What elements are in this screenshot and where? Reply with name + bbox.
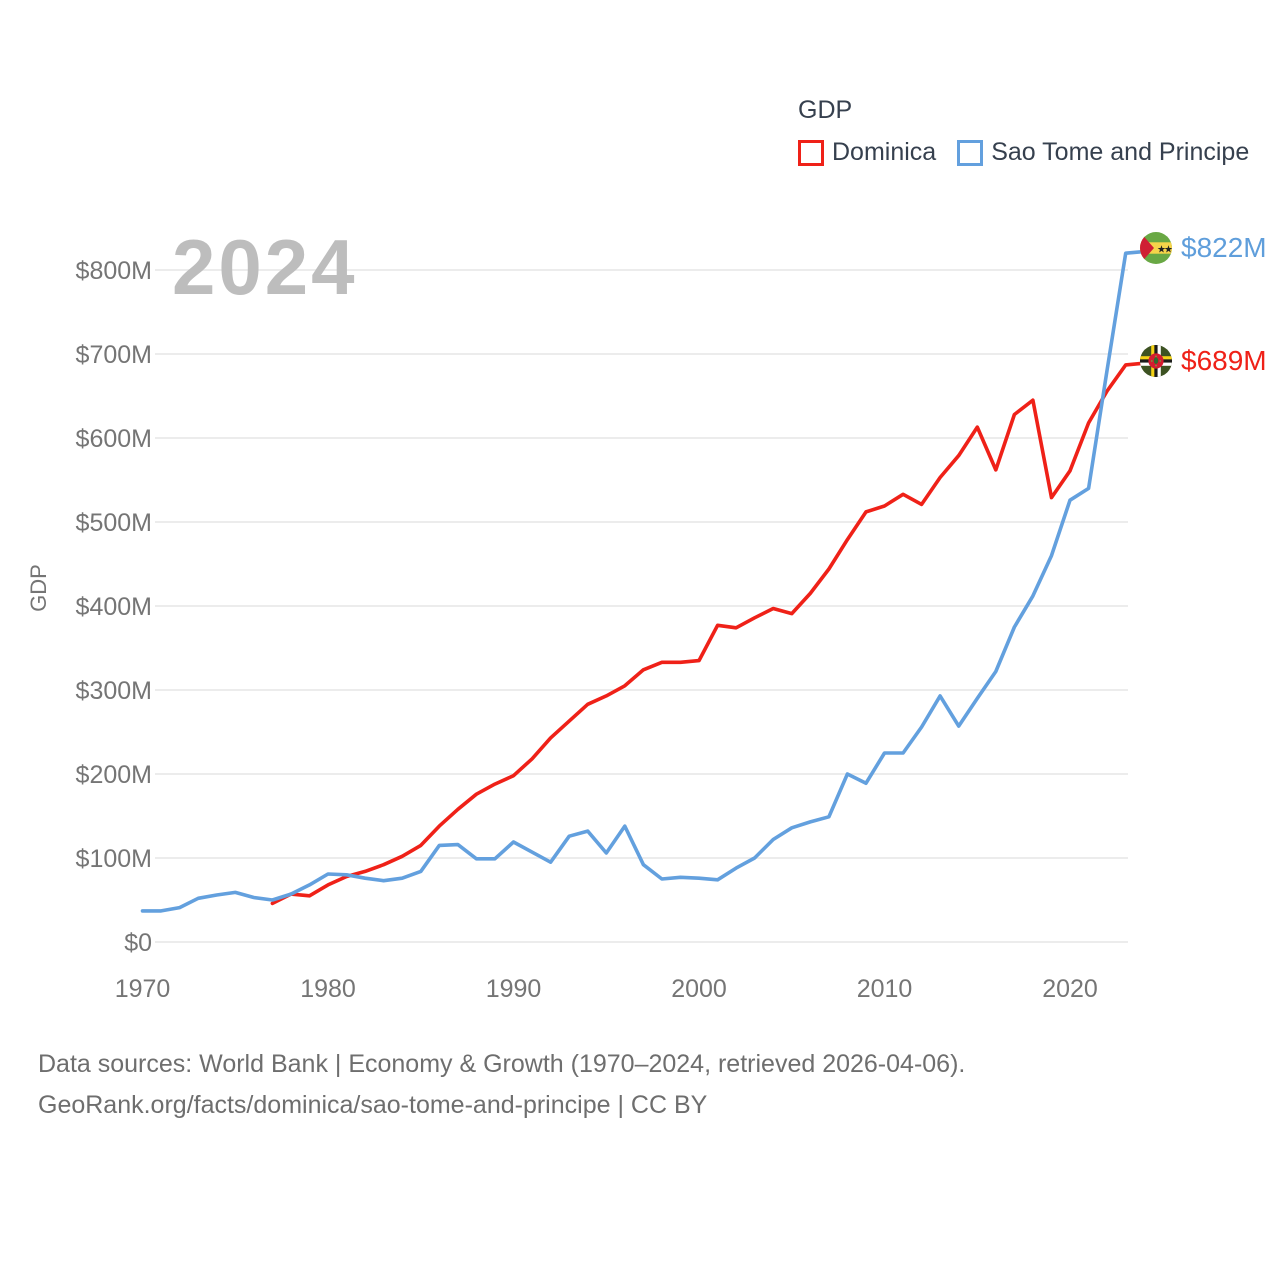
end-label-dominica: $689M <box>1139 344 1267 378</box>
legend-label-dominica: Dominica <box>832 138 937 166</box>
legend-label-sao-tome: Sao Tome and Principe <box>991 138 1250 166</box>
legend-title: GDP <box>798 96 853 124</box>
dominica-swatch-icon <box>798 139 824 166</box>
sao-tome-and-principe-flag-icon: ★ ★ <box>1140 232 1173 264</box>
dominica-flag-icon <box>1140 345 1172 377</box>
footer-attribution-line: GeoRank.org/facts/dominica/sao-tome-and-… <box>38 1091 708 1119</box>
svg-text:★: ★ <box>1157 245 1166 256</box>
y-tick-label: $800M <box>76 257 152 285</box>
y-tick-label: $0 <box>124 929 152 957</box>
legend-item-dominica: Dominica <box>798 138 936 167</box>
x-tick-label: 2000 <box>671 975 727 1003</box>
footer-sources-line: Data sources: World Bank | Economy & Gro… <box>38 1050 966 1078</box>
y-tick-label: $600M <box>76 425 152 453</box>
chart-legend: GDP Dominica Sao Tome and Principe <box>798 96 1249 167</box>
year-watermark: 2024 <box>172 223 358 311</box>
y-tick-label: $200M <box>76 761 152 789</box>
y-tick-label: $400M <box>76 593 152 621</box>
end-label-sao-tome: ★ ★ $822M <box>1139 231 1267 265</box>
svg-text:★: ★ <box>1164 245 1173 256</box>
sao-tome-end-value: $822M <box>1181 232 1267 263</box>
y-tick-label: $100M <box>76 845 152 873</box>
y-tick-label: $300M <box>76 677 152 705</box>
dominica-end-value: $689M <box>1181 345 1267 376</box>
y-tick-label: $500M <box>76 509 152 537</box>
legend-items: Dominica Sao Tome and Principe <box>798 138 1249 167</box>
x-tick-label: 1970 <box>115 975 171 1003</box>
x-tick-label: 1990 <box>486 975 542 1003</box>
legend-item-sao-tome: Sao Tome and Principe <box>957 138 1249 167</box>
data-source-footer: Data sources: World Bank | Economy & Gro… <box>38 1044 965 1126</box>
x-tick-label: 2020 <box>1042 975 1098 1003</box>
y-axis-title: GDP <box>26 564 51 612</box>
series-line-dominica <box>270 361 1146 906</box>
sao-tome-swatch-icon <box>957 139 984 166</box>
y-tick-label: $700M <box>76 341 152 369</box>
series-line-sao-tome-and-principe <box>140 249 1146 913</box>
x-tick-label: 2010 <box>857 975 913 1003</box>
x-tick-label: 1980 <box>300 975 356 1003</box>
